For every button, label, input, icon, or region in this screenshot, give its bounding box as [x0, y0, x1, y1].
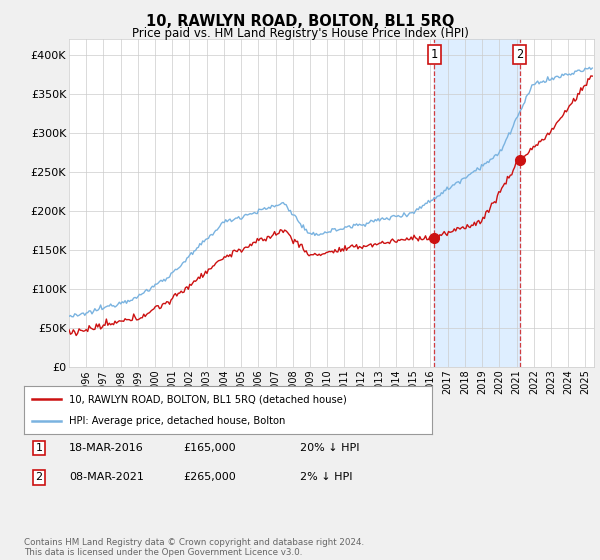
Text: HPI: Average price, detached house, Bolton: HPI: Average price, detached house, Bolt… — [69, 416, 285, 426]
Text: 18-MAR-2016: 18-MAR-2016 — [69, 443, 144, 453]
Text: 1: 1 — [431, 48, 437, 61]
Text: 2: 2 — [516, 48, 523, 61]
Text: £265,000: £265,000 — [183, 472, 236, 482]
Text: £165,000: £165,000 — [183, 443, 236, 453]
Text: 08-MAR-2021: 08-MAR-2021 — [69, 472, 144, 482]
Bar — [434, 39, 520, 367]
Text: Price paid vs. HM Land Registry's House Price Index (HPI): Price paid vs. HM Land Registry's House … — [131, 27, 469, 40]
Text: 1: 1 — [35, 443, 43, 453]
Text: Contains HM Land Registry data © Crown copyright and database right 2024.
This d: Contains HM Land Registry data © Crown c… — [24, 538, 364, 557]
Text: 2: 2 — [35, 472, 43, 482]
Text: 2% ↓ HPI: 2% ↓ HPI — [300, 472, 353, 482]
Text: 20% ↓ HPI: 20% ↓ HPI — [300, 443, 359, 453]
Text: 10, RAWLYN ROAD, BOLTON, BL1 5RQ: 10, RAWLYN ROAD, BOLTON, BL1 5RQ — [146, 14, 454, 29]
Text: 10, RAWLYN ROAD, BOLTON, BL1 5RQ (detached house): 10, RAWLYN ROAD, BOLTON, BL1 5RQ (detach… — [69, 394, 347, 404]
